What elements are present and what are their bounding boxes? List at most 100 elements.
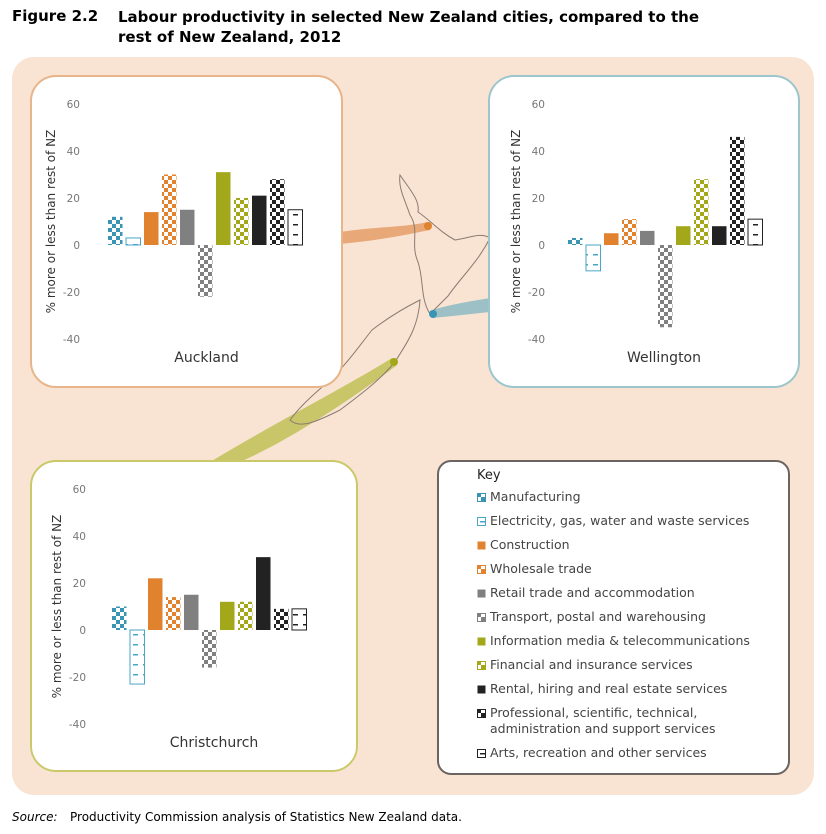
key-item: Construction [477,537,774,553]
bar [234,198,249,245]
key-item: Arts, recreation and other services [477,745,774,761]
key-swatch [477,613,486,622]
key-label: Transport, postal and warehousing [490,609,706,624]
bar [202,630,217,668]
key-swatch [477,637,486,646]
y-tick-label: -20 [528,287,545,299]
y-tick-label: 20 [67,193,80,205]
bar [108,216,123,245]
figure-title: Labour productivity in selected New Zeal… [118,8,700,46]
y-tick-label: 40 [73,531,86,543]
source-label: Source: [12,810,58,824]
key-swatch [477,493,486,502]
chart-title: Wellington [627,350,701,366]
bar [112,606,127,630]
key-label: Financial and insurance services [490,657,693,672]
y-tick-label: 60 [73,484,86,496]
bar [162,174,177,245]
y-tick-label: 60 [532,99,545,111]
y-tick-label: -40 [63,334,80,346]
key: Key Manufacturing Electricity, gas, water… [437,460,790,775]
bar [256,557,271,630]
source-text: Productivity Commission analysis of Stat… [70,810,462,824]
key-item: Electricity, gas, water and waste servic… [477,513,774,529]
wellington-link [432,298,490,318]
y-axis-label: % more or less than rest of NZ [50,515,64,699]
bar [604,233,619,245]
key-title: Key [477,468,501,483]
key-item: Retail trade and accommodation [477,585,774,601]
bar [585,244,601,272]
y-tick-label: 0 [538,240,545,252]
key-label: Electricity, gas, water and waste servic… [490,513,750,528]
bar [198,245,213,297]
christchurch-dot [390,358,398,366]
bar [622,219,637,245]
y-tick-label: 20 [73,578,86,590]
key-item: Manufacturing [477,489,774,505]
bar [287,209,303,246]
figure-number: Figure 2.2 [12,7,99,25]
key-label: Rental, hiring and real estate services [490,681,728,696]
north-island [399,173,491,315]
bar [125,237,141,246]
key-swatch [477,709,486,718]
bar [676,226,691,245]
bar [129,629,145,685]
key-label: Manufacturing [490,489,581,504]
y-tick-label: 20 [532,193,545,205]
key-swatch [477,661,486,670]
bar [216,172,231,245]
key-swatch [477,517,486,526]
key-label: Information media & telecommunications [490,633,750,648]
bar [180,209,195,245]
key-swatch [477,749,486,758]
y-tick-label: -40 [69,719,86,731]
y-tick-label: 0 [79,625,86,637]
key-swatch [477,541,486,550]
bar [291,608,307,631]
bar [640,230,655,245]
bar [220,601,235,630]
chart-title: Auckland [174,350,238,366]
y-tick-label: -20 [69,672,86,684]
chart-title: Christchurch [170,735,259,751]
y-tick-label: 40 [67,146,80,158]
key-swatch [477,565,486,574]
bar [712,226,727,245]
key-item: Professional, scientific, technical, adm… [477,705,774,737]
bar [238,601,253,630]
key-label: Professional, scientific, technical, adm… [490,705,716,736]
bar [694,179,709,245]
bar [270,179,285,245]
bar [274,608,289,630]
bar [148,578,163,630]
bar [184,594,199,630]
bar [252,195,267,245]
key-label: Construction [490,537,570,552]
bar [658,245,673,328]
key-label: Wholesale trade [490,561,592,576]
christchurch-link [210,358,396,462]
key-item: Rental, hiring and real estate services [477,681,774,697]
source: Source: Productivity Commission analysis … [12,810,462,824]
key-item: Information media & telecommunications [477,633,774,649]
bar [568,237,583,245]
auckland-link [340,222,430,244]
key-swatch [477,589,486,598]
key-swatch [477,685,486,694]
y-tick-label: 60 [67,99,80,111]
bar [747,218,763,246]
key-item: Transport, postal and warehousing [477,609,774,625]
bar [166,597,181,630]
y-tick-label: -20 [63,287,80,299]
y-tick-label: 0 [73,240,80,252]
bar [730,136,745,245]
key-label: Retail trade and accommodation [490,585,695,600]
y-axis-label: % more or less than rest of NZ [44,130,58,314]
key-label: Arts, recreation and other services [490,745,707,760]
key-item: Financial and insurance services [477,657,774,673]
